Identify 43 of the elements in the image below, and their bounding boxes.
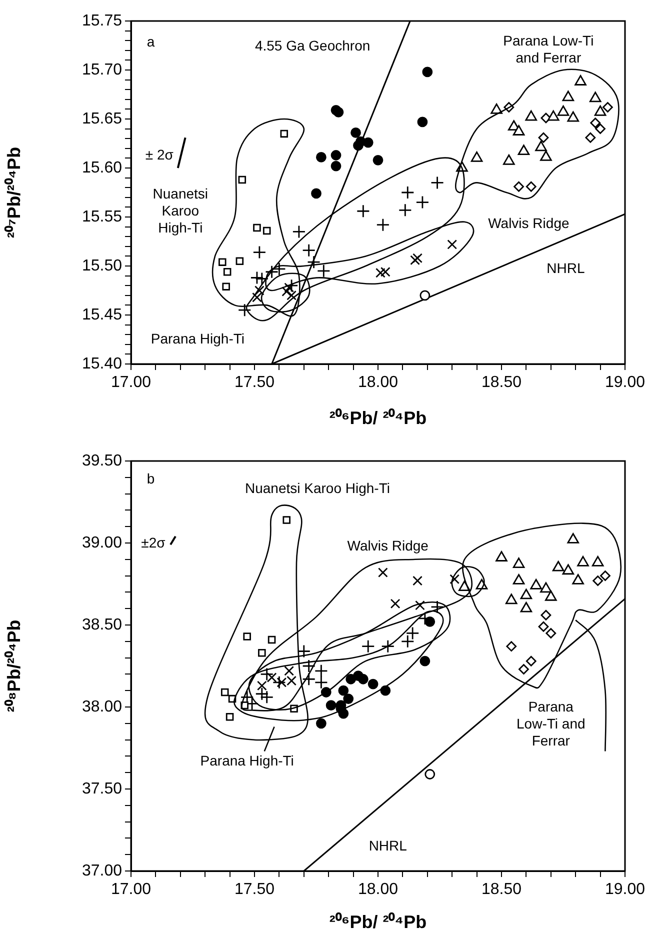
y-tick-label: 37.00 — [82, 862, 122, 880]
y-axis-title: ²⁰⁷Pb/²⁰⁴Pb — [4, 146, 24, 238]
y-tick-label: 15.55 — [82, 208, 122, 226]
annotation: Parana Low-Ti and Ferrar — [516, 698, 586, 748]
y-tick-label: 37.50 — [82, 780, 122, 798]
x-axis-title: ²⁰⁶Pb/ ²⁰⁴Pb — [329, 408, 427, 428]
x-tick-label: 18.00 — [358, 881, 398, 898]
annotation: Parana High-Ti — [200, 752, 294, 768]
x-tick-label: 17.00 — [110, 374, 152, 392]
y-tick-label: 15.75 — [82, 12, 122, 30]
annotation: NHRL — [368, 838, 408, 854]
y-axis-title: ²⁰⁸Pb/²⁰⁴Pb — [4, 620, 24, 712]
x-tick-label: 18.50 — [481, 881, 522, 898]
y-tick-label: 39.50 — [82, 452, 122, 470]
annotation: ±2σ — [141, 534, 166, 550]
x-tick-label: 17.50 — [234, 374, 275, 392]
y-tick-label: 39.00 — [82, 534, 122, 552]
annotation: NHRL — [546, 260, 585, 276]
annotation: Parana Low-Ti and Ferrar — [503, 32, 594, 66]
y-tick-label: 15.45 — [82, 306, 122, 324]
annotation: a — [146, 34, 155, 50]
x-axis-title: ²⁰⁶Pb/ ²⁰⁴Pb — [329, 912, 427, 932]
annotation: b — [146, 470, 155, 486]
y-tick-label: 15.50 — [82, 257, 122, 274]
y-tick-label: 15.40 — [82, 355, 122, 372]
annotation: Walvis Ridge — [488, 214, 570, 231]
y-tick-label: 38.50 — [82, 616, 122, 634]
x-tick-label: 19.00 — [604, 881, 646, 898]
y-tick-label: 15.70 — [82, 61, 122, 78]
x-tick-label: 18.00 — [358, 374, 398, 392]
annotation: Walvis Ridge — [347, 538, 429, 554]
x-tick-label: 17.50 — [234, 881, 275, 898]
y-tick-label: 15.60 — [82, 159, 122, 176]
y-tick-label: 38.00 — [82, 698, 122, 716]
x-tick-label: 18.50 — [481, 374, 522, 392]
y-tick-label: 15.65 — [82, 110, 122, 128]
annotation: Nuanetsi Karoo High-Ti — [152, 185, 208, 236]
x-tick-label: 17.00 — [110, 881, 152, 898]
annotation: Nuanetsi Karoo High-Ti — [244, 480, 390, 496]
annotation: 4.55 Ga Geochron — [254, 37, 370, 54]
annotation: ± 2σ — [145, 146, 174, 162]
annotation: Parana High-Ti — [150, 330, 245, 346]
x-tick-label: 19.00 — [604, 374, 646, 392]
